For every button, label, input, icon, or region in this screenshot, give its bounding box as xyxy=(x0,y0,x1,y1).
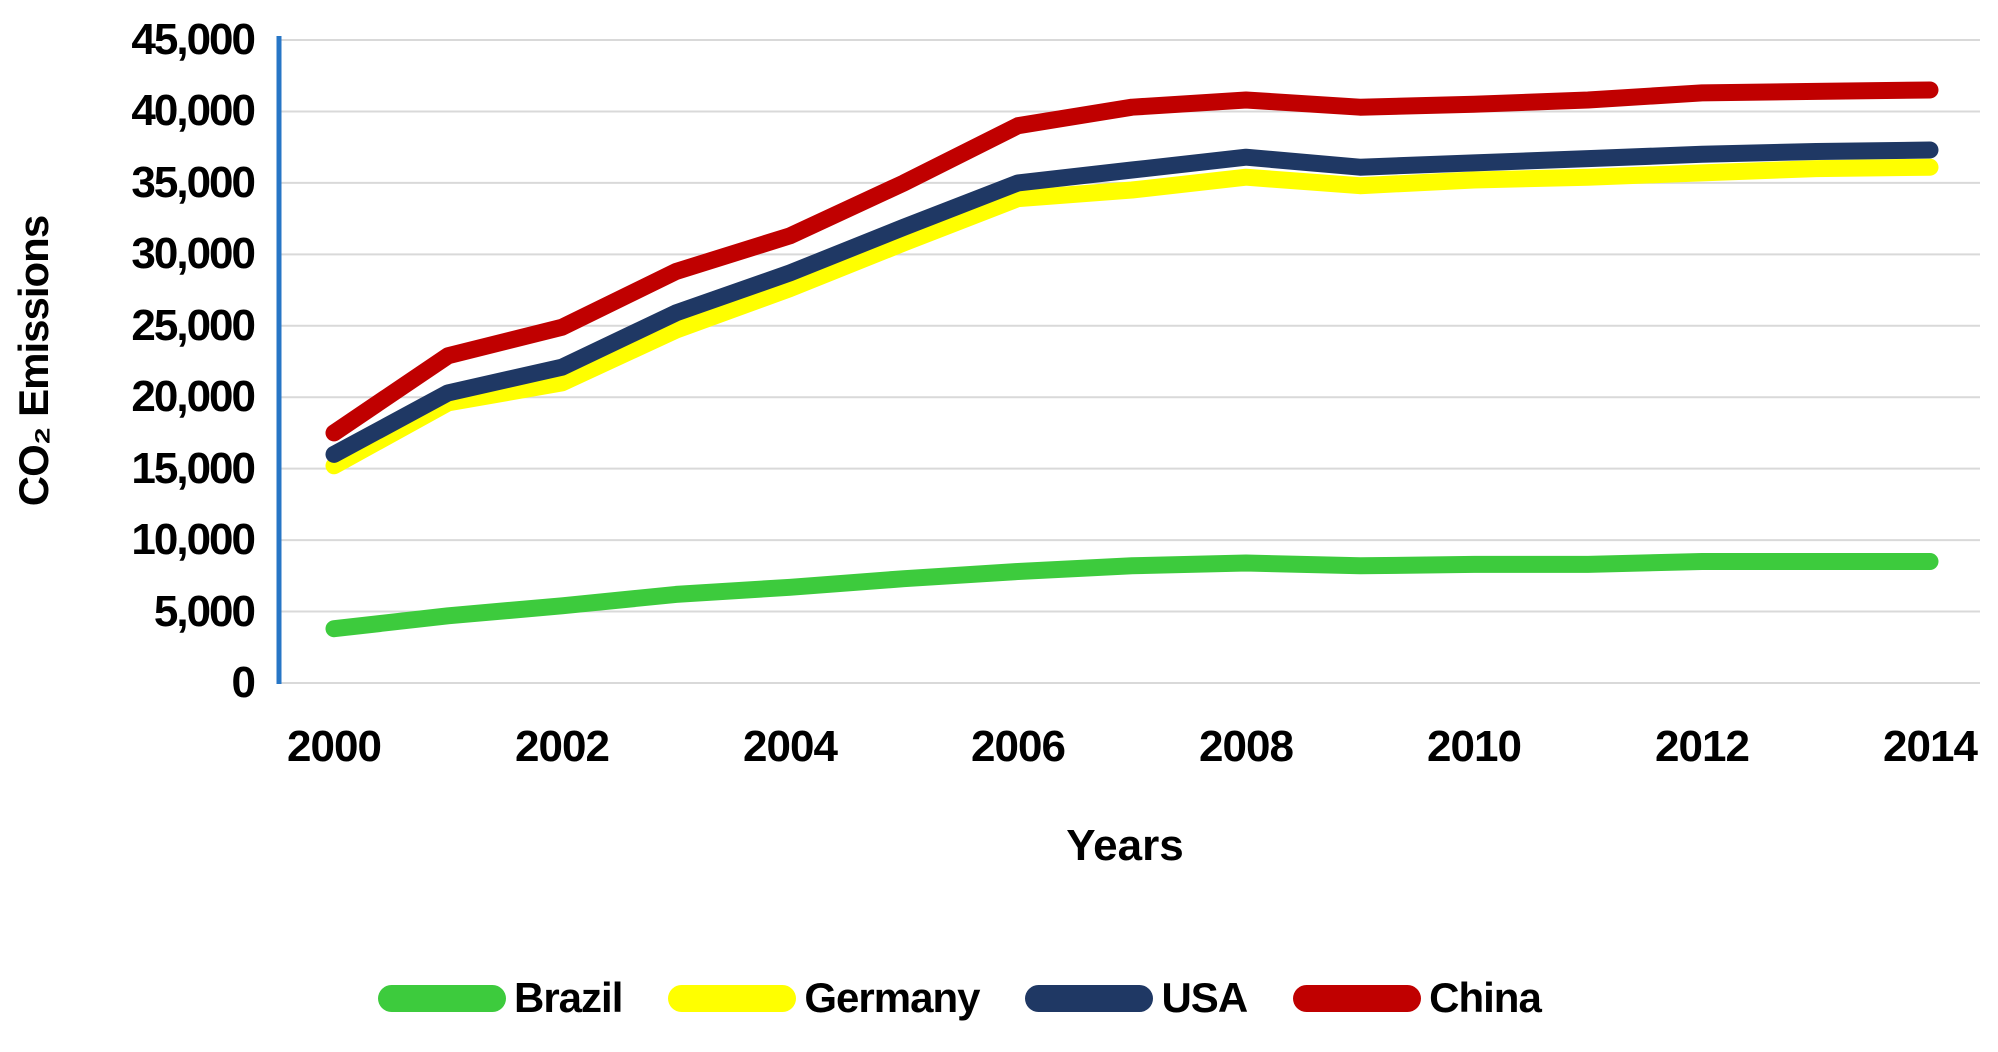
y-tick-label: 15,000 xyxy=(131,443,256,493)
legend-swatch-icon xyxy=(1025,984,1154,1012)
x-tick-label: 2010 xyxy=(1427,722,1522,771)
y-tick-label: 20,000 xyxy=(131,372,256,422)
y-tick-label: 40,000 xyxy=(131,86,256,136)
legend-item-usa: USA xyxy=(1025,968,1248,1028)
y-tick-label: 35,000 xyxy=(131,157,256,207)
legend-label: Brazil xyxy=(514,974,623,1021)
legend-item-china: China xyxy=(1293,968,1542,1028)
legend-label: China xyxy=(1429,974,1542,1021)
x-tick-label: 2014 xyxy=(1883,722,1978,771)
legend-label: Germany xyxy=(804,974,980,1021)
legend-label: USA xyxy=(1161,974,1248,1021)
y-tick-label: 45,000 xyxy=(131,15,256,64)
y-tick-label: 0 xyxy=(231,658,256,707)
legend-item-brazil: Brazil xyxy=(378,968,623,1028)
legend-swatch-icon xyxy=(668,984,797,1012)
y-axis-title: CO₂ Emissions xyxy=(10,215,57,507)
y-tick-label: 30,000 xyxy=(131,229,256,279)
legend-swatch-icon xyxy=(1293,984,1422,1012)
legend: Brazil Germany USA China xyxy=(378,968,1542,1028)
x-tick-label: 2006 xyxy=(971,722,1066,771)
series-line-brazil xyxy=(325,553,1939,638)
x-axis-title: Years xyxy=(1066,821,1184,870)
series-line-germany xyxy=(325,158,1939,475)
y-tick-label: 25,000 xyxy=(131,300,256,350)
series-line-usa xyxy=(325,141,1939,463)
series-line-china xyxy=(325,81,1939,442)
x-tick-label: 2012 xyxy=(1655,722,1750,771)
y-tick-label: 10,000 xyxy=(131,515,256,565)
y-tick-label: 5,000 xyxy=(153,586,256,636)
x-tick-label: 2002 xyxy=(515,722,610,771)
x-tick-label: 2000 xyxy=(287,722,382,771)
legend-swatch-icon xyxy=(378,984,506,1012)
x-tick-label: 2008 xyxy=(1199,722,1294,771)
x-tick-label: 2004 xyxy=(743,722,838,771)
legend-item-germany: Germany xyxy=(668,968,980,1028)
